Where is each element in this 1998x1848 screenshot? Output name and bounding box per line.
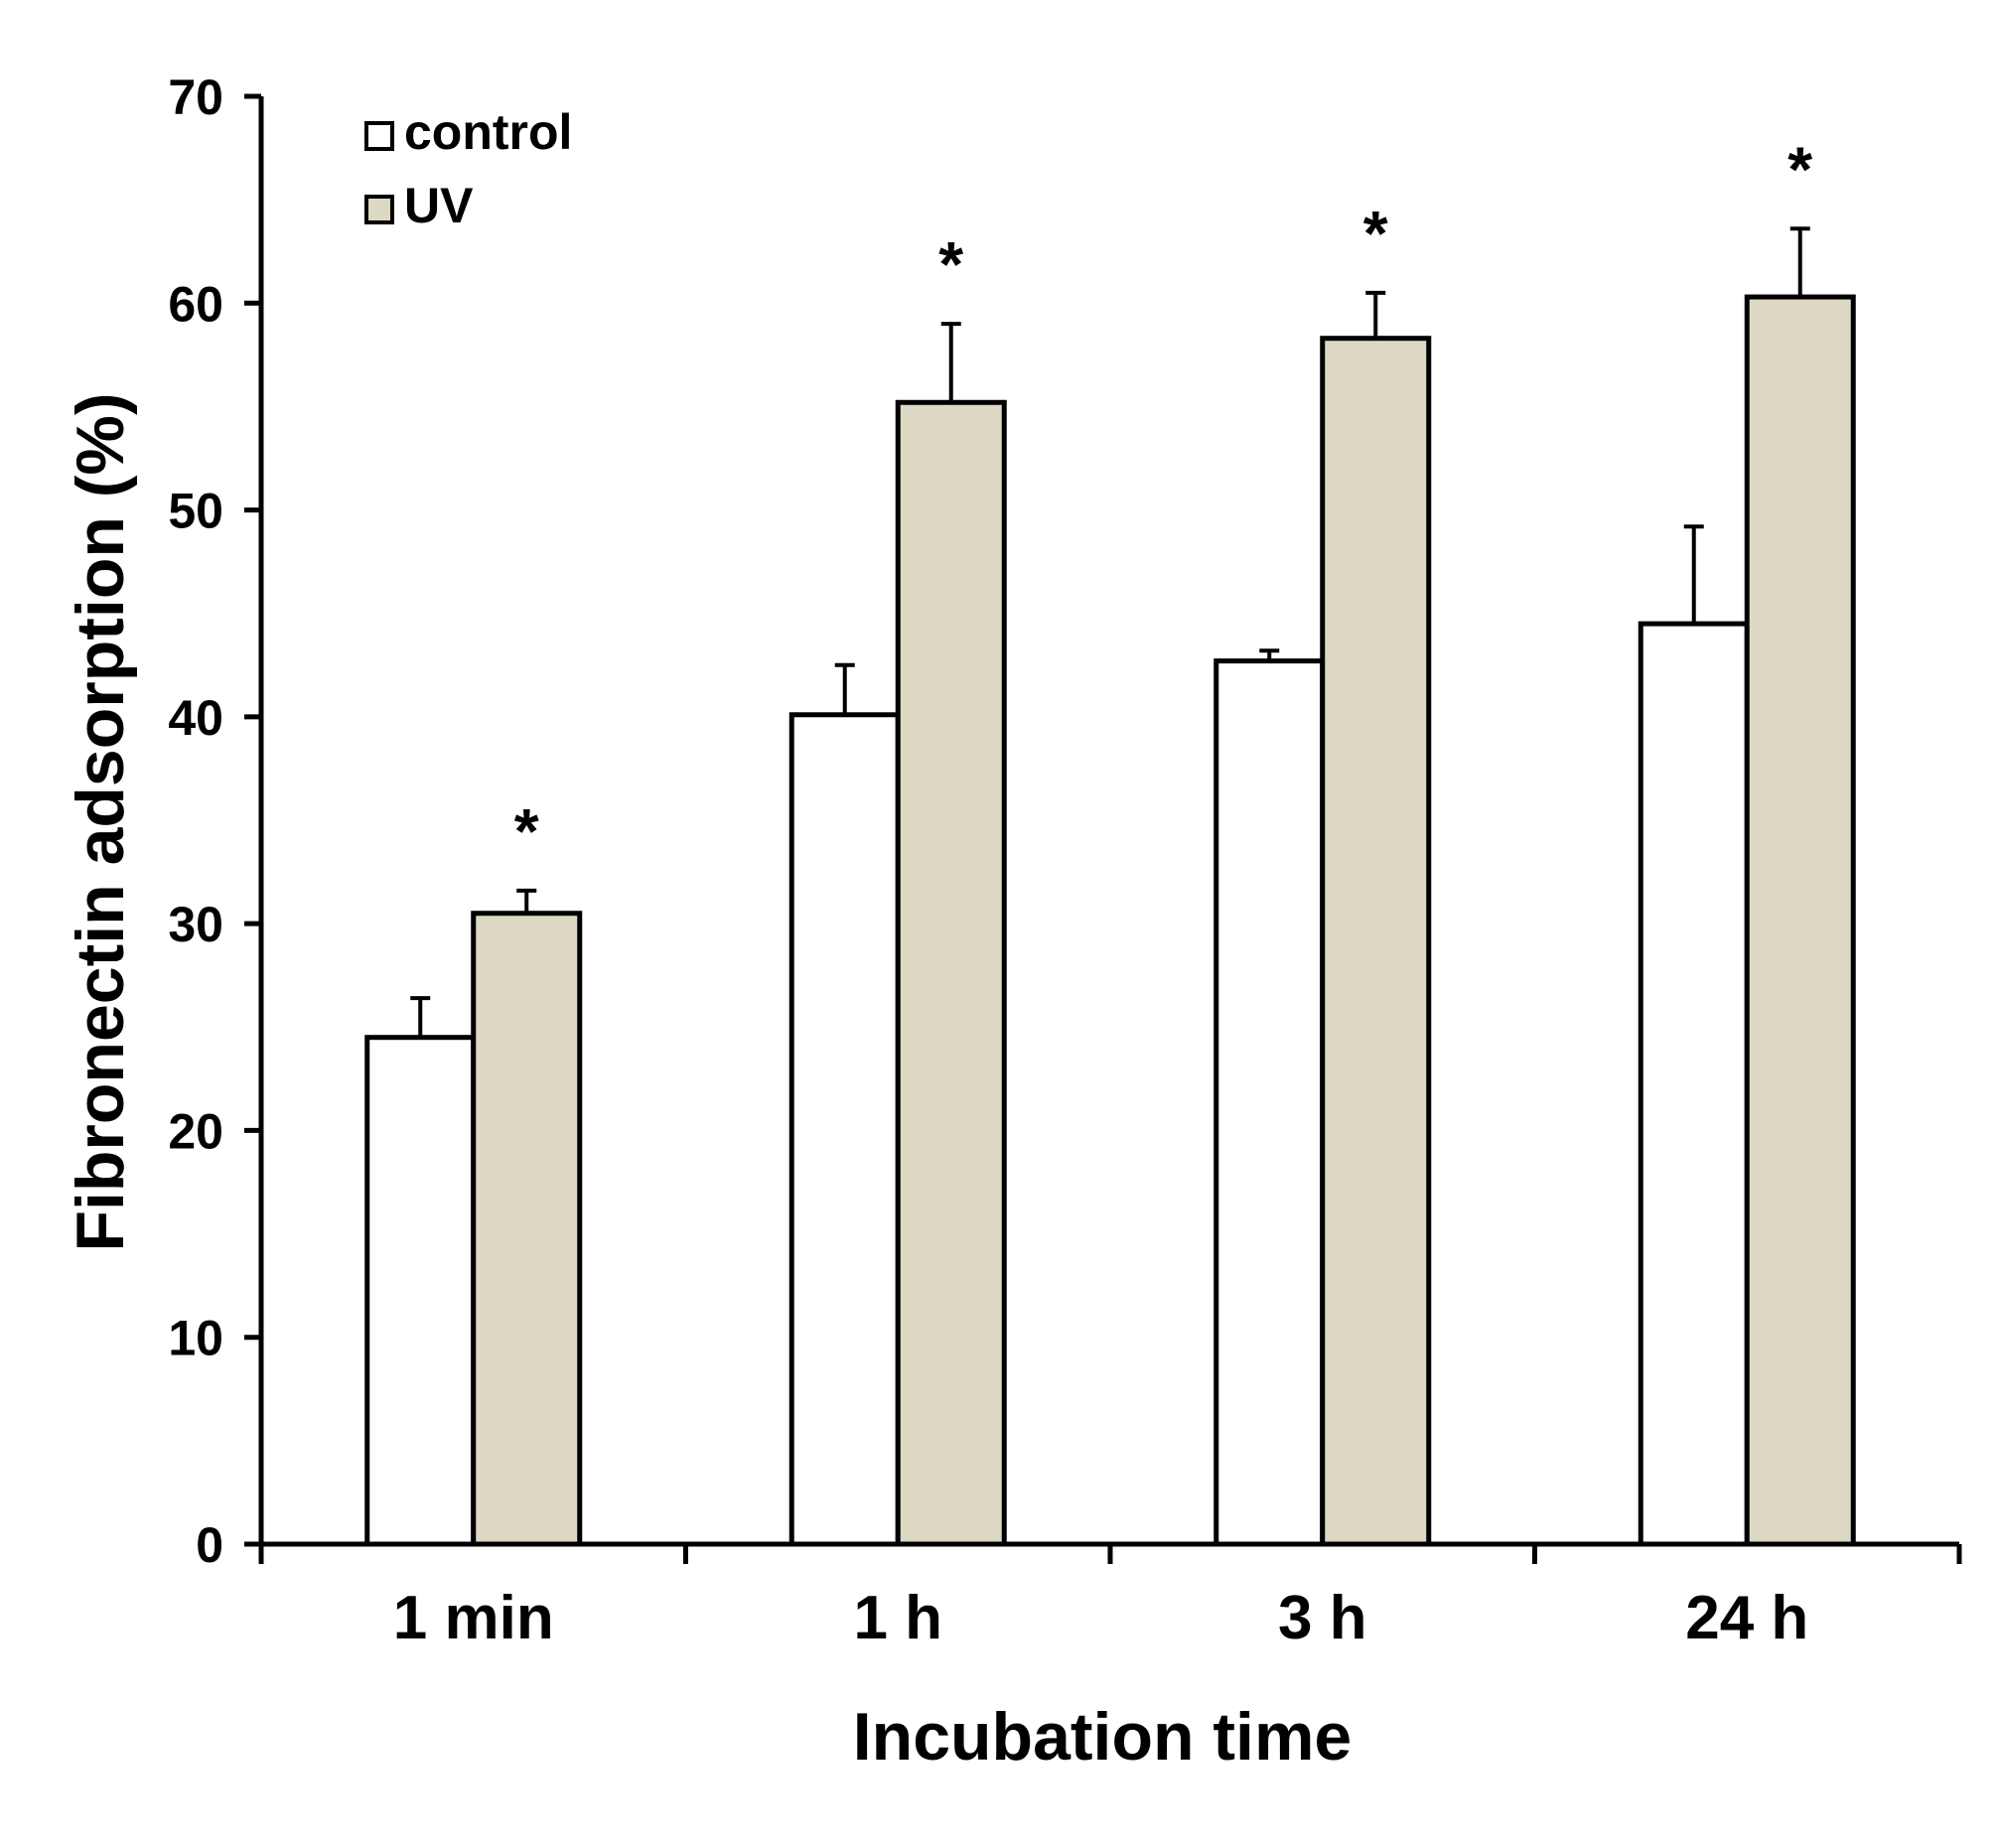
significance-marker-1: *: [514, 795, 539, 867]
y-tick-label-20: 20: [168, 1103, 223, 1159]
x-tick-label-3: 3 h: [1278, 1584, 1367, 1652]
x-tick-label-4: 24 h: [1685, 1584, 1808, 1652]
y-tick-label-70: 70: [168, 70, 223, 125]
axes-layer: [244, 93, 1962, 1564]
y-tick-label-60: 60: [168, 276, 223, 332]
bar-control-1: [364, 1035, 477, 1547]
x-axis-title: Incubation time: [853, 1699, 1352, 1775]
significance-marker-4: *: [1787, 133, 1812, 205]
y-tick-label-10: 10: [168, 1311, 223, 1366]
significance-marker-3: *: [1363, 198, 1388, 269]
error-bars-layer: [410, 226, 1810, 1038]
legend-label-uv: UV: [404, 178, 474, 233]
legend-swatch-control: [364, 121, 394, 151]
bar-uv-2: [895, 399, 1007, 1547]
y-tick-label-50: 50: [168, 484, 223, 539]
y-axis-title: Fibronectin adsorption (%): [63, 392, 138, 1251]
legend-label-control: control: [404, 104, 572, 160]
y-tick-label-40: 40: [168, 690, 223, 746]
significance-marker-2: *: [938, 228, 963, 300]
y-tick-label-30: 30: [168, 897, 223, 952]
bar-control-3: [1213, 658, 1326, 1547]
bar-uv-4: [1744, 294, 1856, 1547]
bar-uv-3: [1320, 336, 1432, 1547]
legend-swatch-uv: [364, 195, 394, 224]
legend: control UV: [364, 104, 572, 233]
x-tick-label-2: 1 h: [853, 1584, 942, 1652]
bar-control-4: [1638, 621, 1750, 1547]
bar-uv-1: [471, 911, 583, 1547]
y-tick-label-0: 0: [196, 1517, 223, 1573]
x-tick-label-1: 1 min: [393, 1584, 554, 1652]
bar-control-2: [788, 712, 901, 1547]
bars-layer: [364, 294, 1856, 1547]
labels-layer: * 1 min * 1 h * 3 h * 24 h 0 10 20 30 40 50 60 70: [168, 70, 1812, 1652]
